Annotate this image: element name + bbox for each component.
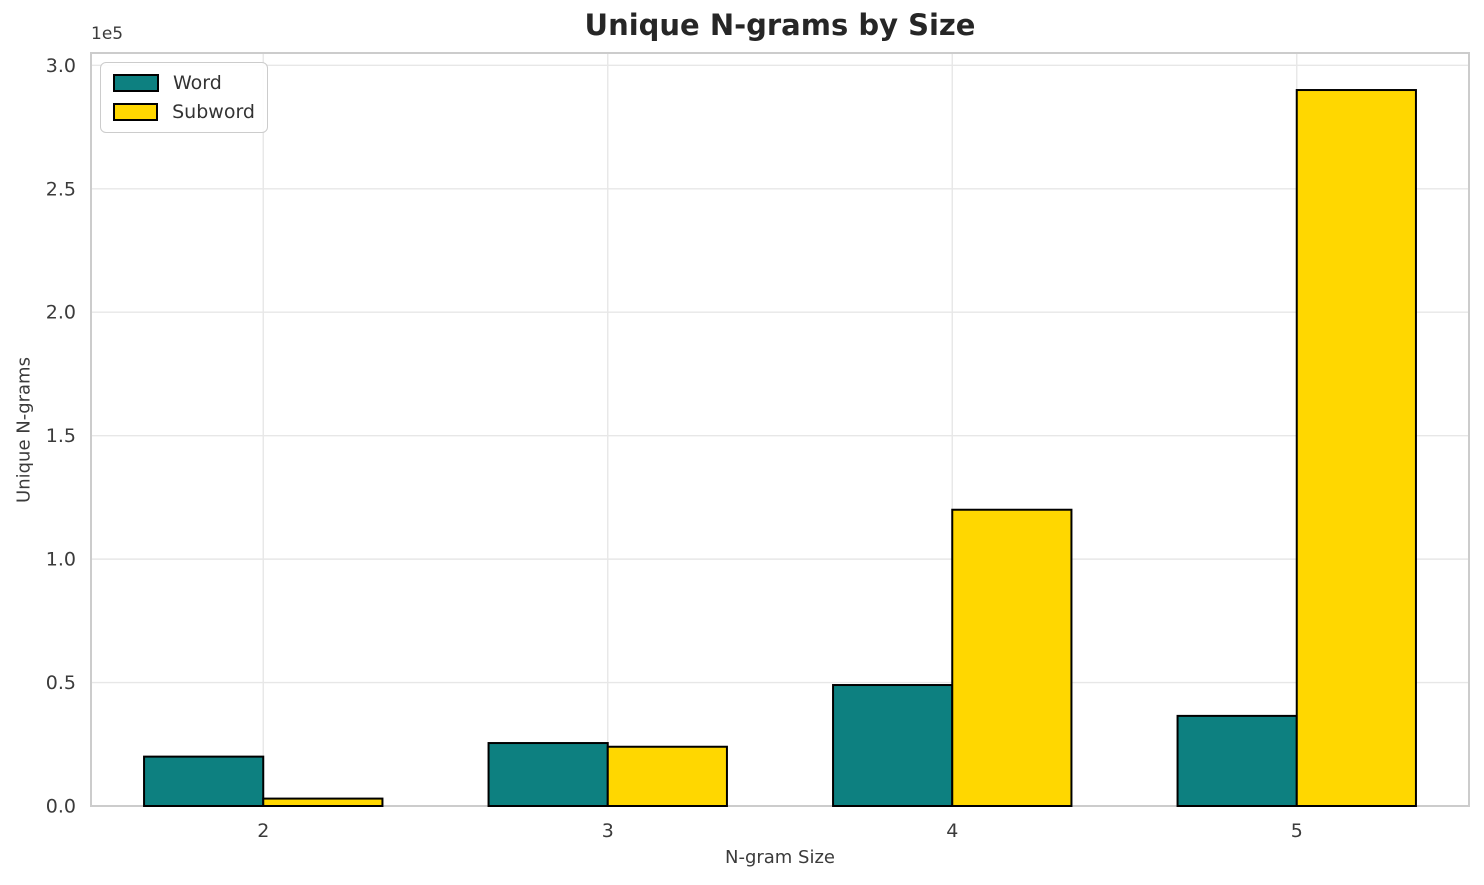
bar-word-5 bbox=[1176, 714, 1298, 808]
y-tick-label-1.0: 1.0 bbox=[46, 549, 76, 571]
bar-subword-5 bbox=[1295, 89, 1417, 808]
legend-swatch-word bbox=[113, 74, 159, 92]
bar-word-2 bbox=[143, 755, 265, 807]
legend-item-word: Word bbox=[113, 72, 255, 94]
legend-swatch-subword bbox=[113, 103, 159, 121]
x-axis-label: N-gram Size bbox=[724, 847, 836, 868]
x-tick-label-4: 4 bbox=[946, 820, 958, 842]
chart-title: Unique N-grams by Size bbox=[584, 8, 976, 42]
y-axis-offset-text: 1e5 bbox=[91, 24, 124, 44]
legend: Word Subword bbox=[100, 62, 268, 133]
x-tick-label-2: 2 bbox=[257, 820, 269, 842]
y-tick-label-0.5: 0.5 bbox=[46, 672, 76, 694]
y-tick-label-1.5: 1.5 bbox=[46, 425, 76, 447]
legend-label-subword: Subword bbox=[172, 101, 255, 123]
y-tick-label-2.5: 2.5 bbox=[46, 178, 76, 200]
y-tick-label-3.0: 3.0 bbox=[46, 55, 76, 77]
bar-subword-2 bbox=[262, 797, 384, 808]
legend-label-word: Word bbox=[173, 72, 222, 94]
legend-item-subword: Subword bbox=[113, 101, 255, 123]
x-tick-label-3: 3 bbox=[602, 820, 614, 842]
x-tick-label-5: 5 bbox=[1291, 820, 1303, 842]
y-tick-label-2.0: 2.0 bbox=[46, 302, 76, 324]
bar-subword-3 bbox=[606, 745, 728, 808]
bar-subword-4 bbox=[951, 508, 1073, 807]
axes-spines bbox=[90, 52, 1470, 807]
bar-word-3 bbox=[487, 742, 609, 807]
y-tick-label-0.0: 0.0 bbox=[46, 796, 76, 818]
y-axis-label: Unique N-grams bbox=[13, 357, 35, 503]
bar-word-4 bbox=[832, 684, 954, 808]
